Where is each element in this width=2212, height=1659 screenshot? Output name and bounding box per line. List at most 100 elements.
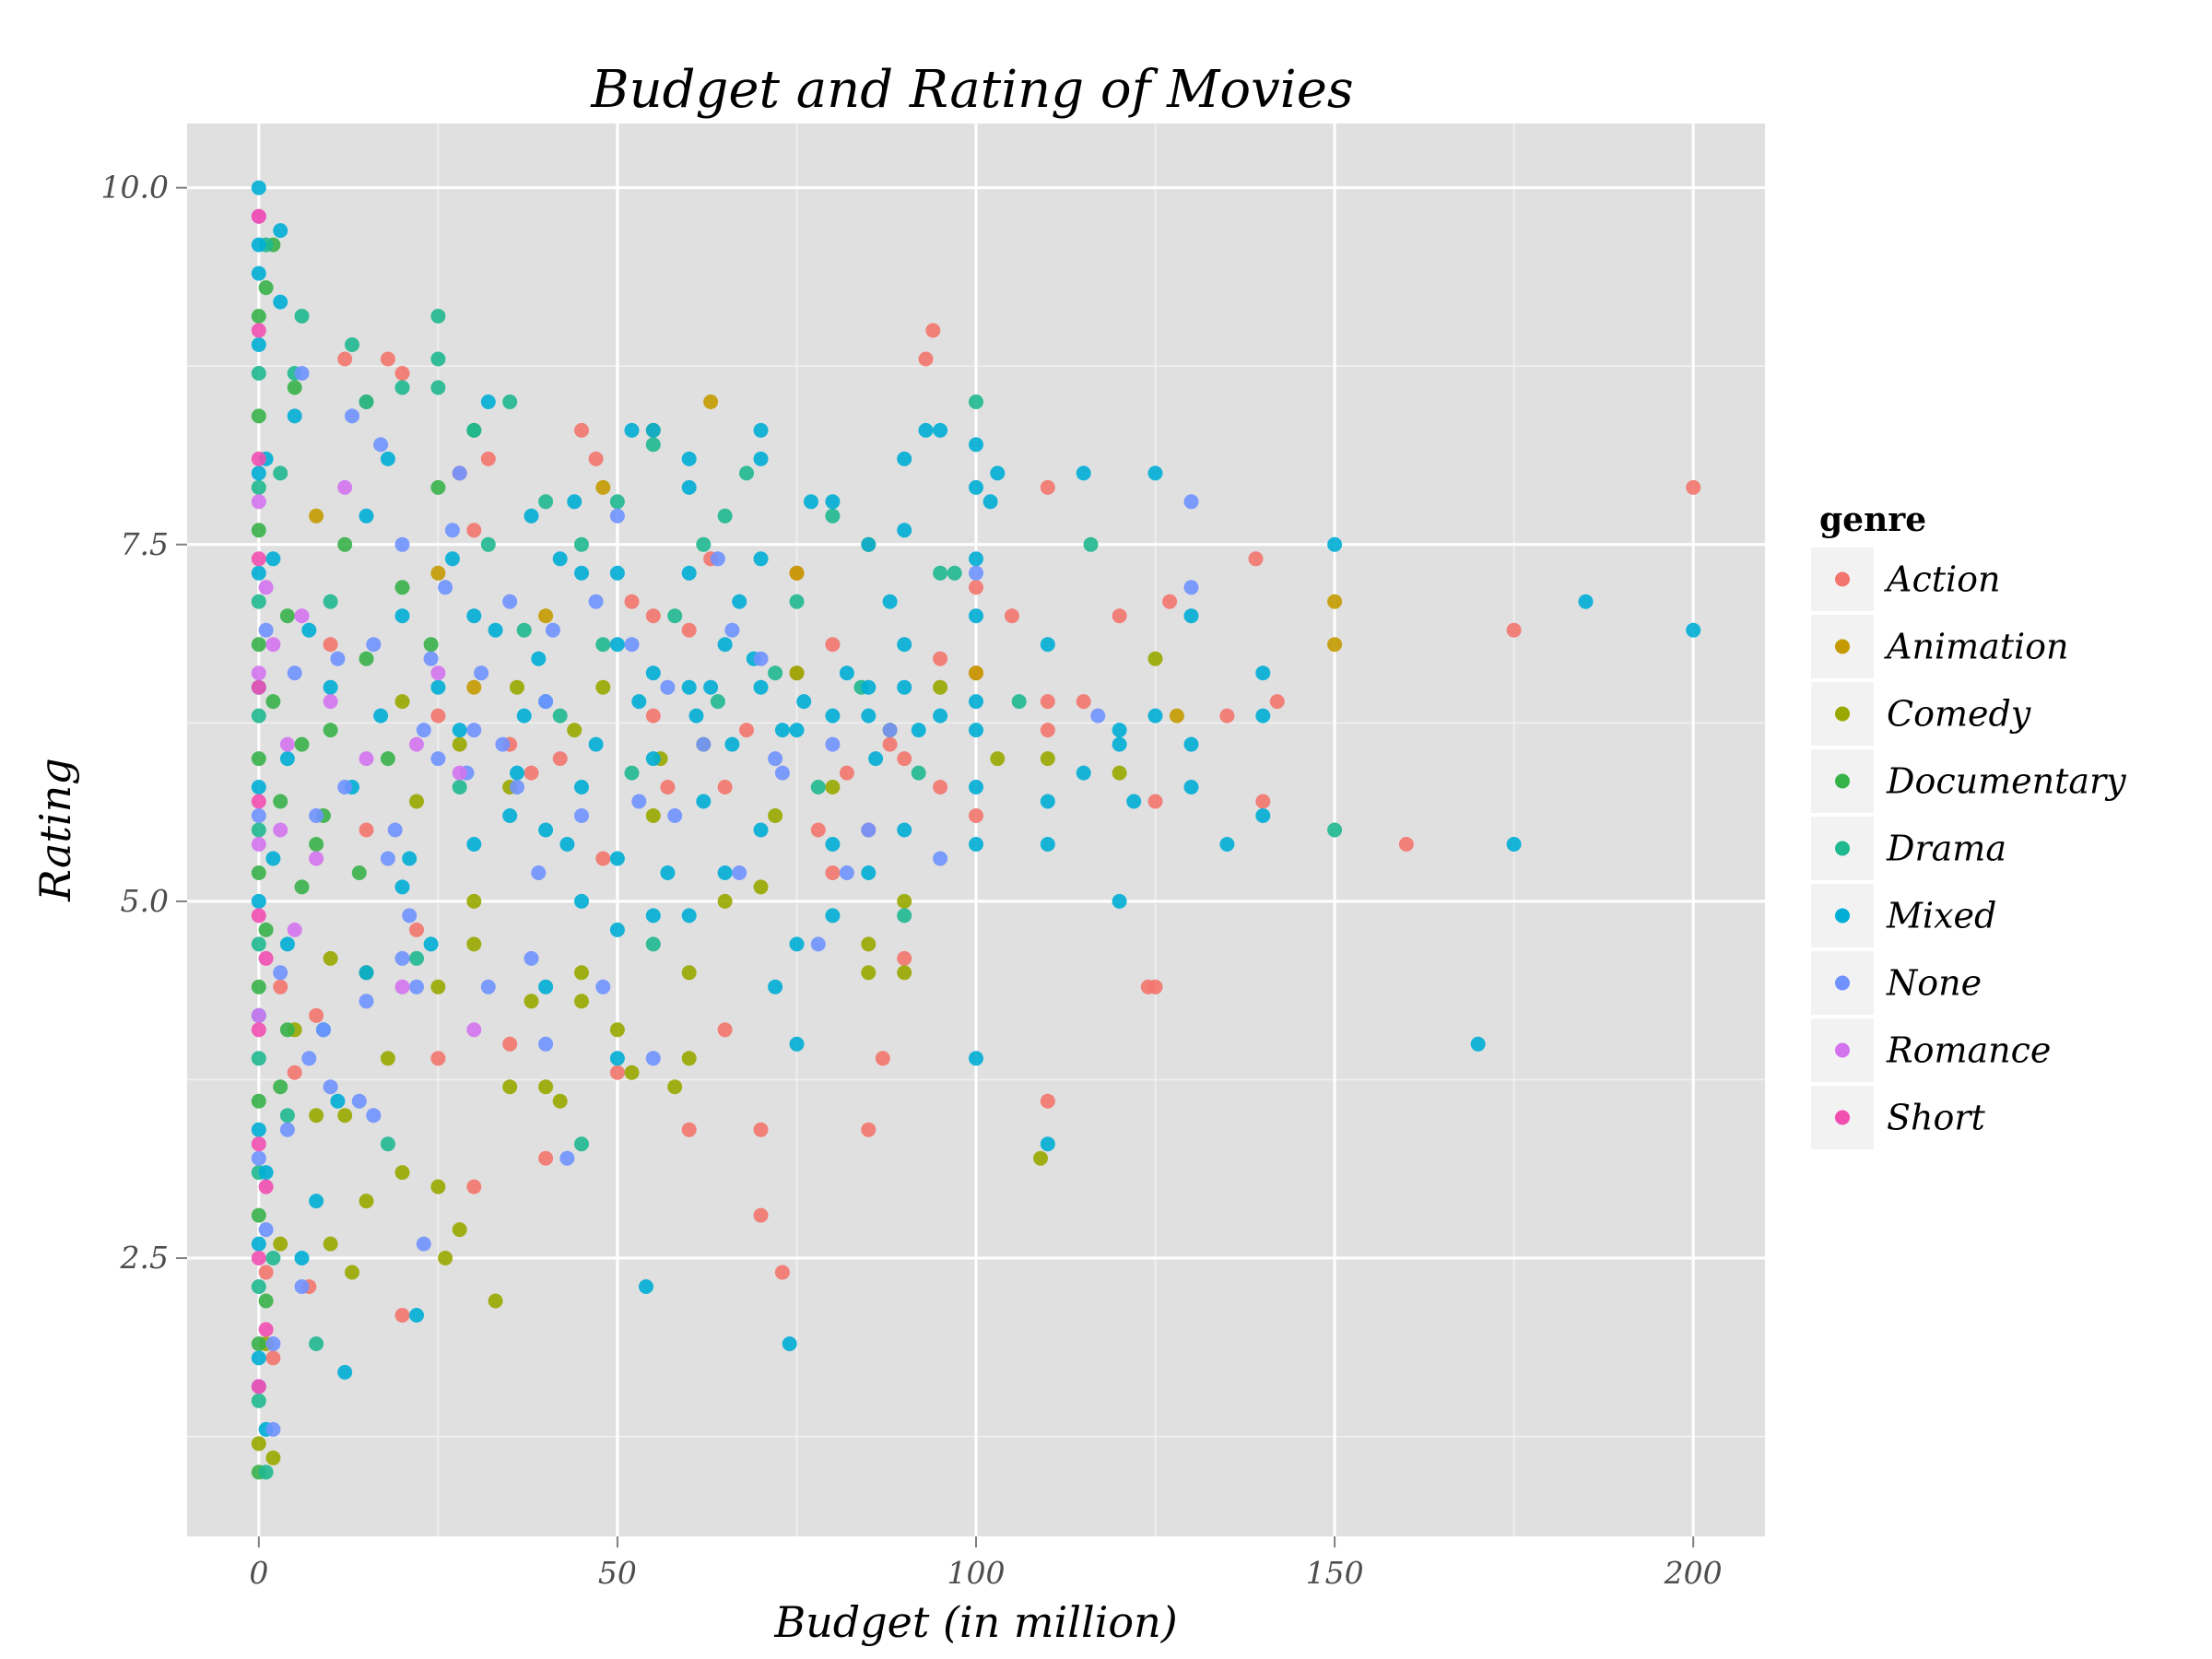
data-point: [1112, 893, 1127, 909]
data-point: [323, 1079, 338, 1095]
chart-title: Budget and Rating of Movies: [590, 60, 1353, 120]
data-point: [1112, 736, 1127, 752]
data-point: [882, 723, 898, 738]
data-point: [287, 665, 302, 681]
data-point: [251, 1336, 266, 1351]
data-point: [559, 1150, 575, 1166]
data-point: [538, 1036, 554, 1052]
series-documentary: [251, 237, 482, 1480]
data-point: [251, 865, 266, 880]
data-point: [839, 665, 854, 681]
data-point: [510, 679, 524, 695]
data-point: [251, 1251, 266, 1265]
data-point: [258, 622, 274, 638]
data-point: [251, 979, 266, 994]
data-point: [287, 922, 302, 937]
data-point: [287, 380, 302, 395]
data-point: [251, 808, 266, 823]
data-point: [480, 979, 496, 994]
legend-label: Drama: [1886, 829, 2006, 869]
data-point: [1470, 1036, 1486, 1052]
data-points: [251, 180, 1701, 1480]
data-point: [681, 908, 697, 924]
data-point: [366, 637, 382, 653]
data-point: [323, 679, 338, 695]
data-point: [574, 994, 589, 1009]
data-point: [409, 922, 424, 937]
data-point: [538, 1150, 554, 1166]
data-point: [380, 1051, 395, 1066]
data-point: [1327, 637, 1343, 653]
data-point: [825, 865, 841, 880]
data-point: [351, 865, 367, 880]
data-point: [480, 451, 496, 466]
data-point: [265, 1350, 281, 1366]
data-point: [681, 1122, 697, 1137]
data-point: [273, 794, 288, 809]
legend-swatch: [1835, 773, 1850, 789]
data-point: [251, 908, 266, 924]
data-point: [639, 1279, 653, 1294]
data-point: [595, 679, 611, 695]
data-point: [251, 551, 266, 567]
data-point: [258, 1165, 274, 1181]
data-point: [359, 822, 374, 838]
data-point: [645, 1051, 661, 1066]
data-point: [279, 608, 295, 624]
data-point: [774, 1265, 790, 1280]
data-point: [387, 822, 403, 838]
data-point: [430, 380, 446, 395]
data-point: [251, 1022, 266, 1038]
data-point: [452, 736, 467, 752]
x-tick-label: 50: [598, 1555, 637, 1591]
data-point: [990, 751, 1006, 767]
data-point: [875, 1051, 890, 1066]
data-point: [969, 780, 983, 794]
data-point: [1040, 479, 1055, 495]
data-point: [524, 508, 539, 524]
legend-item-comedy: Comedy: [1811, 682, 2031, 746]
data-point: [251, 1393, 266, 1408]
data-point: [825, 508, 841, 524]
data-point: [251, 323, 266, 338]
data-point: [251, 794, 266, 809]
y-tick-label: 2.5: [120, 1240, 169, 1276]
data-point: [753, 679, 769, 695]
x-tick-label: 100: [947, 1555, 1006, 1591]
legend-swatch: [1835, 706, 1850, 722]
data-point: [380, 851, 395, 866]
data-point: [645, 751, 661, 767]
data-point: [251, 1436, 266, 1452]
data-point: [1183, 494, 1199, 510]
data-point: [452, 765, 467, 781]
data-point: [933, 679, 948, 695]
data-point: [466, 837, 482, 852]
data-point: [645, 608, 661, 624]
data-point: [380, 451, 395, 466]
data-point: [753, 422, 769, 438]
data-point: [480, 536, 496, 552]
data-point: [337, 780, 353, 794]
data-point: [1162, 594, 1178, 609]
data-point: [251, 265, 266, 281]
data-point: [897, 523, 912, 538]
data-point: [789, 936, 805, 952]
data-point: [969, 608, 983, 624]
data-point: [933, 565, 948, 581]
data-point: [1112, 723, 1127, 738]
data-point: [696, 794, 712, 809]
data-point: [1219, 708, 1235, 724]
data-point: [1090, 708, 1106, 724]
data-point: [681, 451, 697, 466]
y-tick-label: 7.5: [121, 526, 169, 562]
legend-item-documentary: Documentary: [1811, 749, 2126, 813]
x-axis: 0 50 100 150 200: [249, 1536, 1723, 1591]
data-point: [301, 1051, 317, 1066]
data-point: [287, 408, 302, 424]
data-point: [782, 1336, 797, 1351]
data-point: [1033, 1150, 1048, 1166]
data-point: [645, 808, 661, 823]
data-point: [1183, 608, 1199, 624]
data-point: [696, 536, 712, 552]
data-point: [438, 580, 453, 595]
